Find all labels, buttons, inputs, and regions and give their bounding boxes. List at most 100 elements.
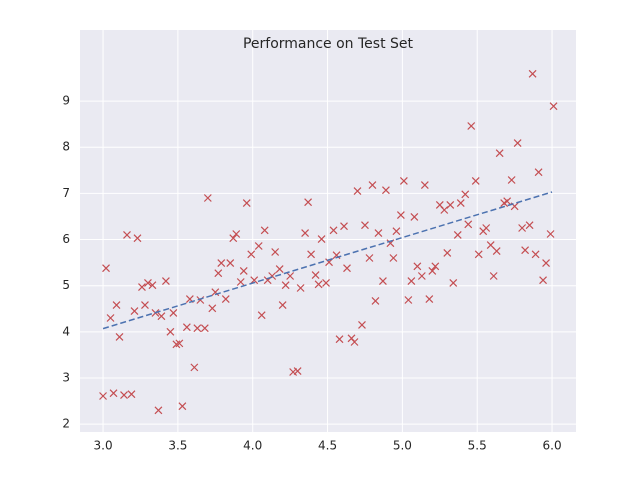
marker — [471, 176, 480, 185]
marker — [254, 242, 263, 250]
marker — [521, 246, 530, 255]
marker — [144, 278, 152, 287]
marker — [161, 277, 170, 286]
marker — [489, 272, 498, 280]
marker — [182, 323, 191, 332]
marker — [232, 230, 241, 238]
marker — [304, 198, 313, 207]
marker — [389, 254, 398, 262]
marker — [492, 247, 501, 256]
x-tick-label: 5.0 — [393, 439, 412, 453]
marker — [296, 284, 305, 292]
marker — [141, 301, 149, 310]
marker — [503, 197, 512, 206]
marker — [350, 338, 359, 346]
marker — [99, 392, 107, 400]
marker — [539, 276, 547, 285]
marker — [542, 259, 550, 268]
marker — [371, 296, 380, 305]
marker — [549, 102, 558, 111]
marker — [208, 304, 217, 313]
marker — [464, 220, 473, 229]
marker — [317, 235, 326, 244]
marker — [157, 312, 166, 321]
marker — [335, 335, 344, 344]
marker — [175, 339, 184, 348]
trend-line — [102, 191, 553, 330]
marker — [525, 221, 534, 230]
marker — [247, 250, 256, 259]
marker — [102, 264, 110, 273]
marker — [431, 262, 440, 271]
marker — [123, 230, 131, 239]
marker — [322, 278, 330, 287]
marker — [443, 248, 452, 257]
marker — [193, 324, 202, 333]
y-tick-label: 9 — [62, 94, 70, 108]
marker — [130, 307, 139, 316]
x-tick-label: 3.5 — [168, 439, 187, 453]
marker — [381, 186, 390, 195]
marker — [301, 229, 310, 238]
marker — [417, 272, 426, 280]
marker — [518, 224, 527, 232]
marker — [461, 190, 470, 199]
marker — [456, 199, 465, 208]
marker — [449, 278, 458, 287]
y-tick-label: 3 — [62, 371, 70, 385]
marker — [138, 283, 146, 292]
marker — [407, 277, 416, 286]
marker — [374, 229, 383, 238]
marker — [507, 176, 516, 184]
marker — [361, 221, 369, 230]
marker — [166, 327, 175, 336]
marker — [482, 224, 491, 232]
marker — [229, 234, 238, 243]
marker — [217, 259, 226, 268]
marker — [112, 301, 121, 310]
marker — [428, 266, 437, 275]
x-tick-label: 4.0 — [243, 439, 262, 453]
marker — [178, 402, 187, 411]
marker — [528, 69, 537, 78]
marker — [329, 226, 338, 235]
marker — [236, 278, 245, 286]
y-tick-label: 5 — [62, 278, 70, 292]
marker — [413, 262, 422, 271]
y-tick-label: 6 — [62, 232, 70, 246]
marker — [368, 181, 377, 190]
marker — [221, 295, 230, 304]
marker — [286, 272, 295, 280]
marker — [513, 139, 522, 148]
marker — [239, 266, 248, 275]
marker — [486, 241, 495, 250]
marker — [148, 281, 157, 290]
marker — [410, 212, 419, 221]
y-tick-label: 4 — [62, 324, 70, 338]
marker — [311, 271, 320, 280]
marker — [307, 250, 316, 259]
marker — [379, 277, 387, 286]
marker — [453, 230, 462, 239]
x-tick-label: 3.0 — [94, 439, 113, 453]
marker — [271, 248, 280, 256]
marker — [260, 226, 269, 235]
x-tick-label: 4.5 — [318, 439, 337, 453]
marker — [420, 181, 429, 190]
marker — [109, 389, 118, 398]
marker — [531, 250, 540, 259]
marker — [392, 227, 401, 236]
marker — [275, 265, 284, 274]
marker — [343, 264, 351, 273]
marker — [120, 391, 128, 400]
marker — [200, 324, 209, 333]
y-tick-label: 2 — [62, 417, 70, 431]
chart-title: Performance on Test Set — [243, 36, 414, 52]
marker — [474, 250, 483, 259]
marker — [446, 200, 455, 209]
marker — [190, 363, 199, 372]
marker — [106, 314, 115, 322]
marker — [203, 194, 212, 202]
marker — [250, 276, 259, 285]
marker — [154, 406, 163, 415]
